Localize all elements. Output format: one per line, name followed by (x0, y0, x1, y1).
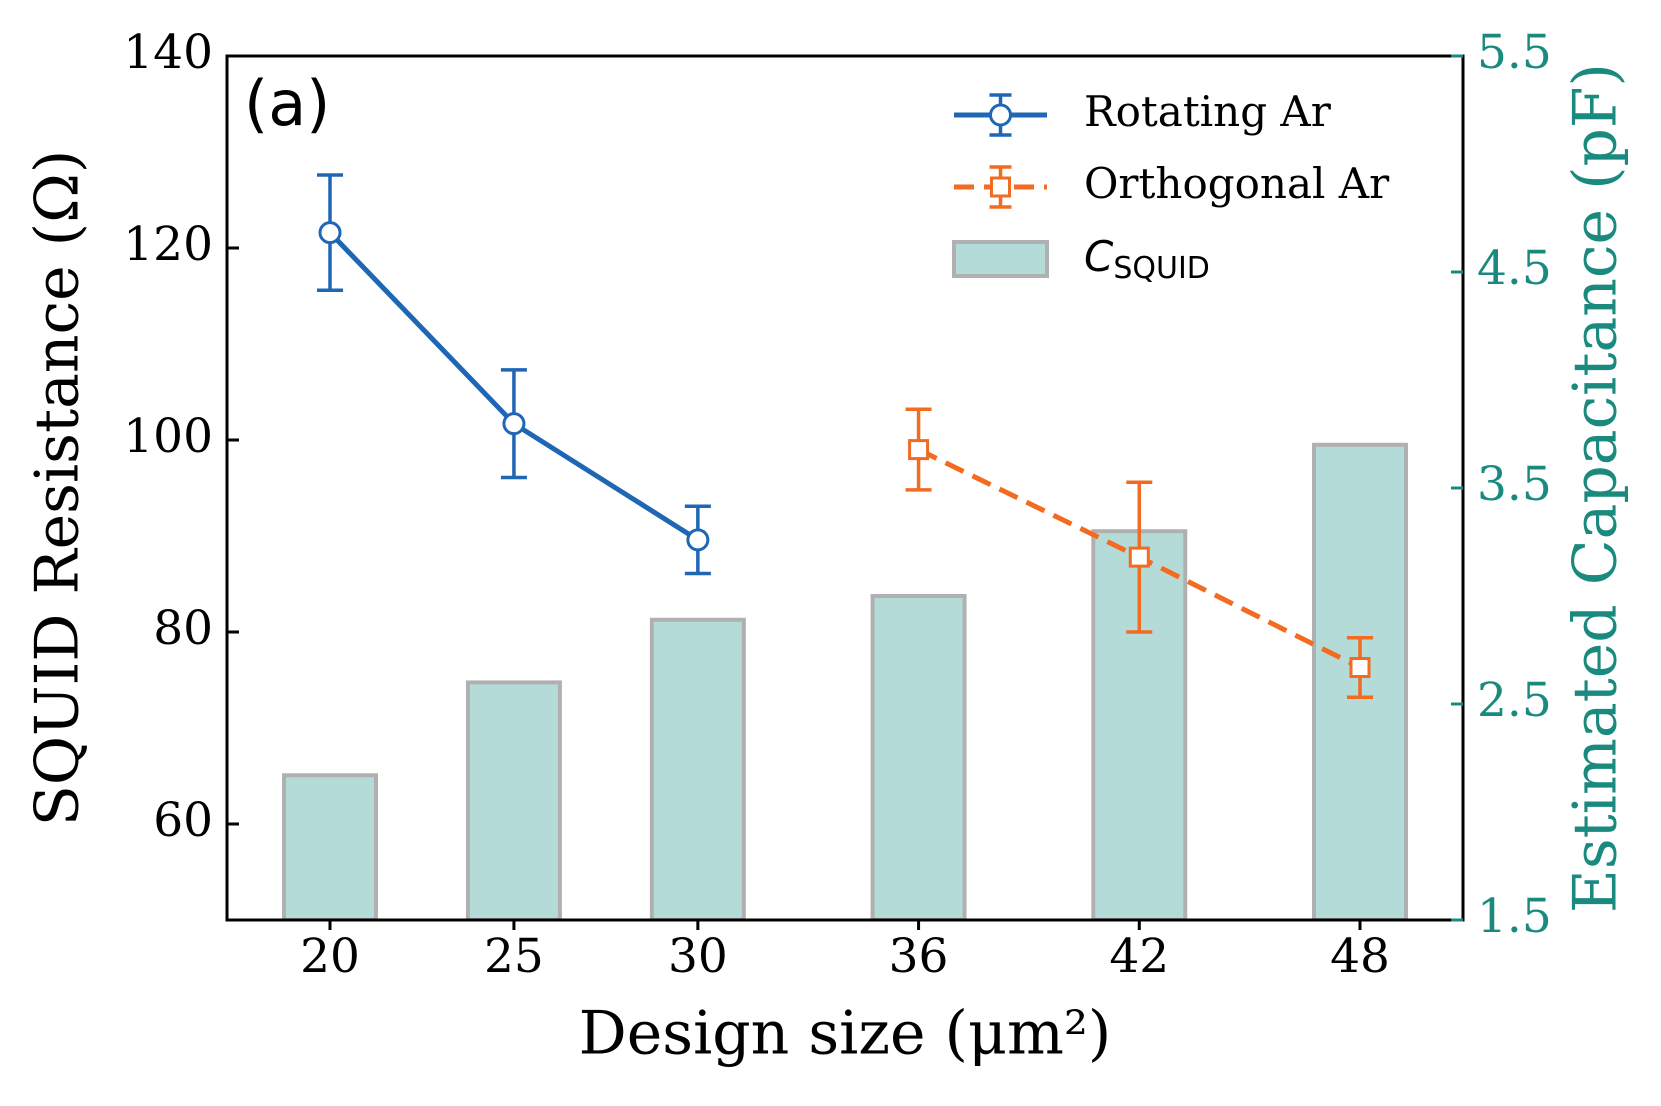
legend-marker (990, 176, 1011, 198)
y2-tick-label: 2.5 (1477, 673, 1552, 728)
legend-label-sub: SQUID (1113, 251, 1210, 286)
bar (282, 773, 378, 920)
marker (686, 528, 710, 552)
y-tick-label: 80 (153, 601, 213, 656)
legend-swatch (952, 240, 1049, 278)
x-tick-label: 30 (668, 929, 728, 984)
legend-label: CSQUID (1084, 232, 1210, 286)
x-tick-label: 48 (1330, 929, 1390, 984)
panel-label: (a) (244, 67, 330, 140)
plot-area (282, 173, 1408, 920)
bar (649, 617, 746, 920)
y-tick-label: 100 (123, 409, 213, 464)
marker (1128, 546, 1150, 568)
marker (318, 221, 342, 245)
marker (502, 412, 526, 436)
y2-tick-label: 1.5 (1477, 889, 1552, 944)
legend-marker (989, 103, 1012, 127)
y2-tick-label: 3.5 (1477, 457, 1552, 512)
bar (465, 680, 562, 920)
y-axis-label: SQUID Resistance (Ω) (23, 150, 93, 826)
y-tick-label: 140 (123, 25, 213, 80)
y-tick-label: 120 (123, 217, 213, 272)
bar (870, 594, 967, 920)
y2-tick-label: 5.5 (1477, 25, 1552, 80)
y2-tick-label: 4.5 (1477, 241, 1552, 296)
marker (1349, 657, 1371, 679)
x-tick-label: 36 (889, 929, 949, 984)
x-tick-label: 42 (1109, 929, 1169, 984)
legend-label-main: C (1084, 232, 1114, 281)
legend-label: Orthogonal Ar (1084, 159, 1390, 208)
legend-label: Rotating Ar (1084, 87, 1332, 136)
y-tick-label: 60 (153, 793, 213, 848)
x-tick-label: 20 (300, 929, 360, 984)
y2-axis-label: Estimated Capacitance (pF) (1561, 63, 1631, 913)
x-tick-label: 25 (484, 929, 544, 984)
x-axis-label: Design size (μm²) (579, 999, 1112, 1069)
marker (908, 439, 930, 461)
